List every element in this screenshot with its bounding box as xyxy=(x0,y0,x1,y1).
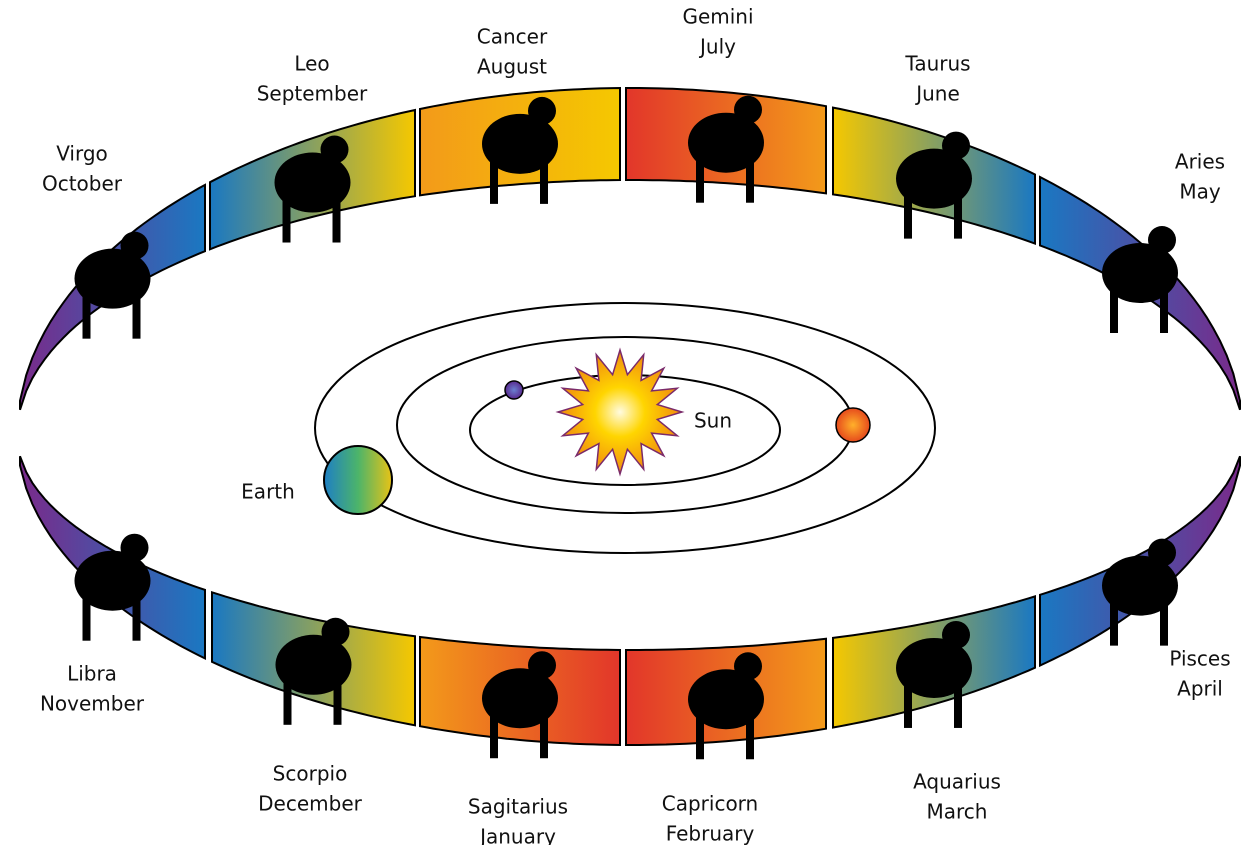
figure-leg xyxy=(746,714,754,759)
figure-leg xyxy=(954,194,962,239)
earth-label: Earth xyxy=(241,480,295,504)
figure-leg xyxy=(283,198,291,243)
sign-month: February xyxy=(666,822,755,846)
sign-month: August xyxy=(477,55,547,79)
sign-month: May xyxy=(1179,180,1221,204)
figure-head xyxy=(942,621,970,649)
figure-leg xyxy=(696,714,704,759)
figure-head xyxy=(121,534,149,562)
sign-name: Cancer xyxy=(477,25,548,49)
figure-leg xyxy=(83,294,91,339)
planet xyxy=(505,381,523,399)
figure-head xyxy=(1148,226,1176,254)
sign-name: Virgo xyxy=(56,142,108,166)
figure-head xyxy=(121,232,149,260)
sign-name: Aquarius xyxy=(913,770,1001,794)
sign-month: July xyxy=(698,35,736,59)
figure-leg xyxy=(133,596,141,641)
figure-head xyxy=(734,96,762,124)
figure-head xyxy=(322,618,350,646)
sign-month: November xyxy=(40,692,145,716)
sign-name: Libra xyxy=(67,662,117,686)
sign-name: Aries xyxy=(1175,150,1225,174)
figure-leg xyxy=(954,683,962,728)
figure-head xyxy=(528,651,556,679)
figure-leg xyxy=(696,158,704,203)
figure-leg xyxy=(540,713,548,758)
planet xyxy=(836,408,870,442)
figure-leg xyxy=(333,198,341,243)
sign-name: Leo xyxy=(294,52,329,76)
sign-name: Capricorn xyxy=(662,792,758,816)
figure-leg xyxy=(133,294,141,339)
figure-leg xyxy=(334,680,342,725)
sun-label: Sun xyxy=(694,409,732,433)
figure-leg xyxy=(904,683,912,728)
figure-leg xyxy=(746,158,754,203)
figure-leg xyxy=(904,194,912,239)
figure-leg xyxy=(490,159,498,204)
sign-name: Pisces xyxy=(1169,647,1230,671)
sign-name: Scorpio xyxy=(273,762,348,786)
sign-month: October xyxy=(42,172,123,196)
figure-leg xyxy=(1110,601,1118,646)
figure-head xyxy=(734,652,762,680)
sign-month: June xyxy=(914,82,960,106)
figure-leg xyxy=(83,596,91,641)
figure-leg xyxy=(490,713,498,758)
figure-leg xyxy=(284,680,292,725)
sign-month: December xyxy=(258,792,362,816)
sun xyxy=(558,350,682,474)
zodiac-diagram: Sun Earth Virgo October Leo September Cancer… xyxy=(0,0,1243,845)
figure-leg xyxy=(1160,288,1168,333)
figure-head xyxy=(321,136,349,164)
sign-month: January xyxy=(478,825,556,846)
earth xyxy=(324,446,392,514)
sign-month: April xyxy=(1177,677,1223,701)
sign-month: September xyxy=(257,82,368,106)
figure-head xyxy=(528,97,556,125)
figure-leg xyxy=(540,159,548,204)
figure-leg xyxy=(1110,288,1118,333)
sign-name: Taurus xyxy=(904,52,970,76)
figure-head xyxy=(942,132,970,160)
sign-name: Sagitarius xyxy=(468,795,568,819)
sign-name: Gemini xyxy=(682,5,753,29)
figure-head xyxy=(1148,539,1176,567)
sign-month: March xyxy=(927,800,988,824)
figure-leg xyxy=(1160,601,1168,646)
